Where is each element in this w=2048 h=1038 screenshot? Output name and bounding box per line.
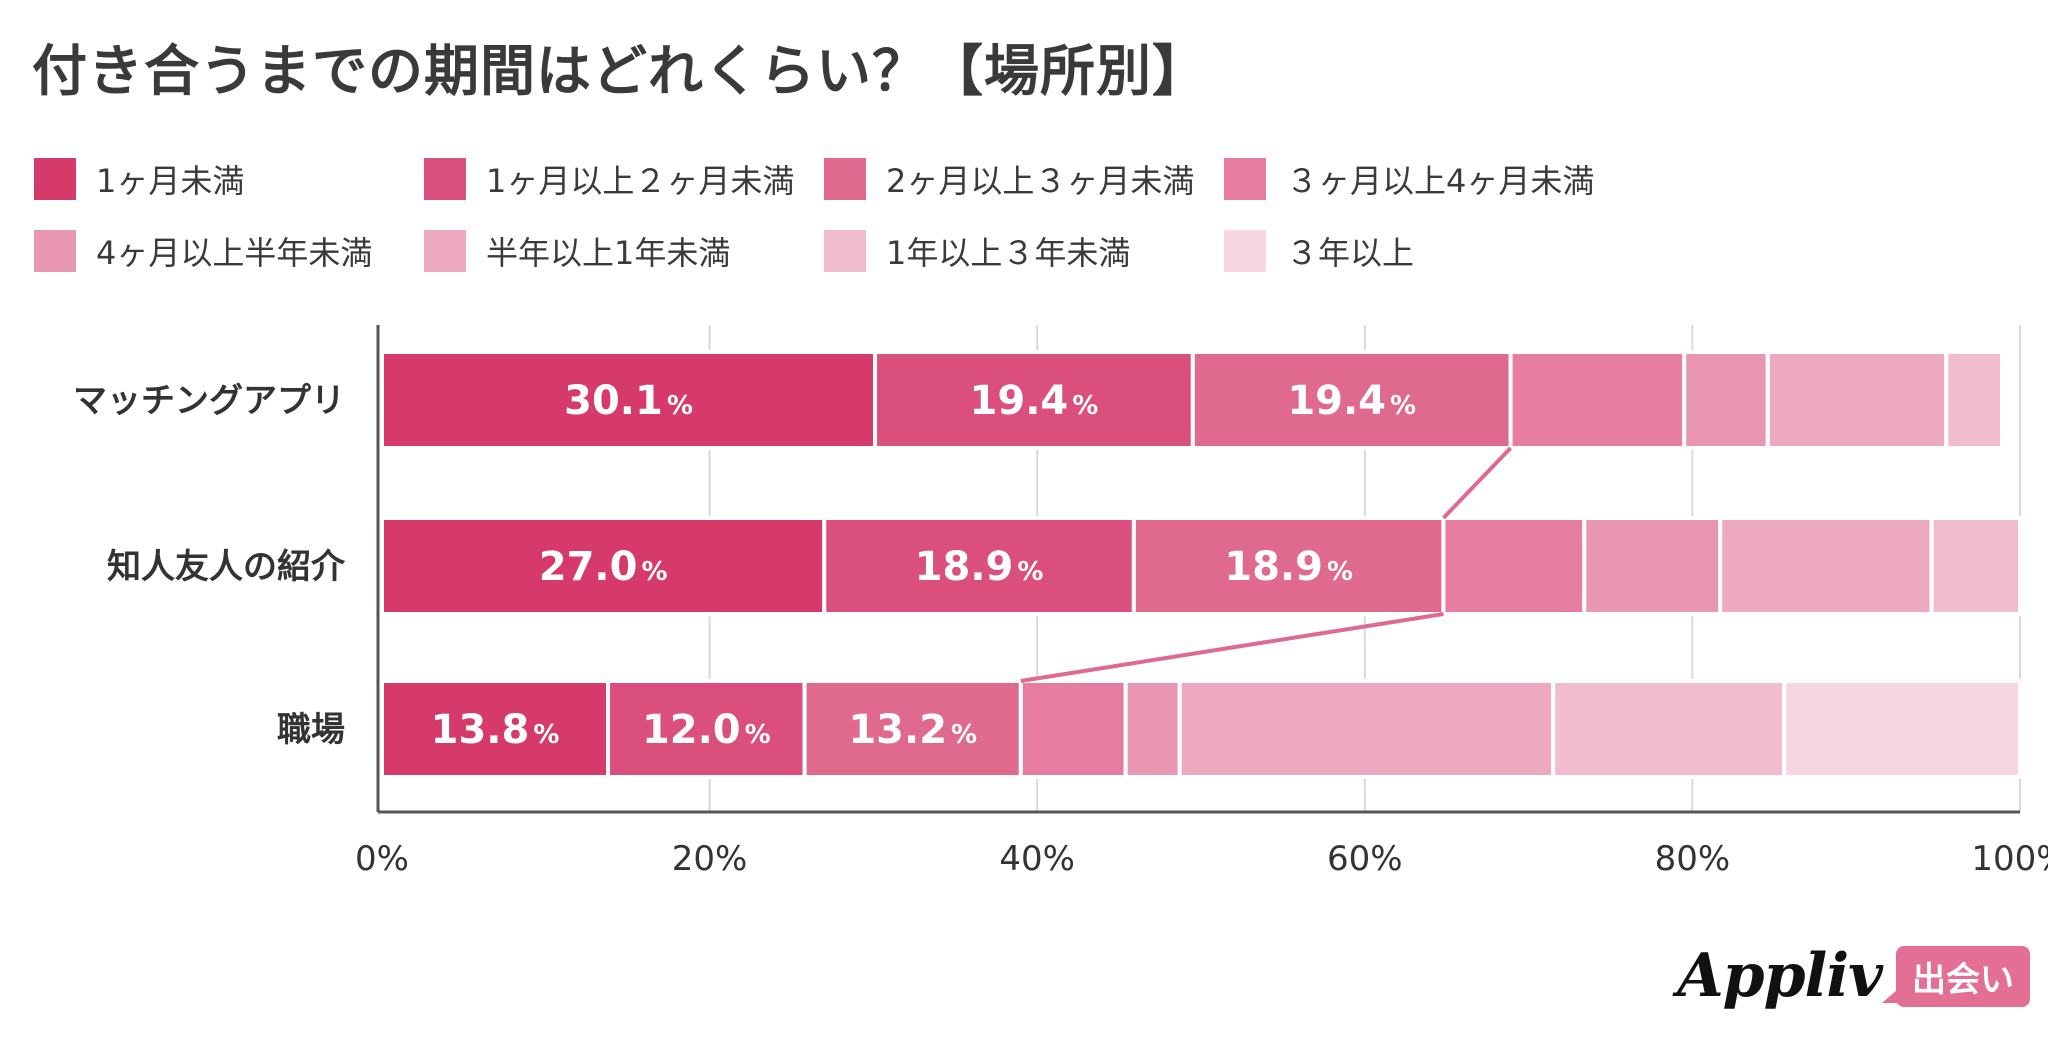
legend-item: ３ヶ月以上4ヶ月未満 — [1224, 155, 1594, 203]
legend-swatch — [824, 230, 866, 272]
bar-segment — [1190, 350, 1513, 450]
bar-segment — [380, 516, 827, 616]
bar-segment — [1582, 516, 1723, 616]
bar-segment — [1929, 516, 2022, 616]
legend-label: 2ヶ月以上３ヶ月未満 — [886, 162, 1195, 200]
legend-swatch — [1224, 158, 1266, 200]
legend-item: 半年以上1年未満 — [424, 227, 730, 275]
legend-item: ３年以上 — [1224, 227, 1414, 275]
data-label: 30.1% — [564, 378, 693, 424]
x-tick-label: 20% — [672, 839, 748, 879]
x-tick-label: 40% — [999, 839, 1075, 879]
x-tick-label: 100% — [1971, 839, 2048, 879]
x-tick-label: 80% — [1655, 839, 1731, 879]
bar-segment — [1682, 350, 1770, 450]
bar-segment — [1765, 350, 1949, 450]
legend-label: 1ヶ月以上２ヶ月未満 — [486, 162, 795, 200]
badge-tail — [1882, 988, 1898, 1003]
bar-segment — [1551, 679, 1787, 779]
legend-item: 1ヶ月未満 — [34, 155, 244, 203]
bar-segment — [802, 679, 1023, 779]
data-label: 18.9% — [1224, 544, 1353, 590]
x-tick-label: 0% — [355, 839, 409, 879]
bar-segment — [1123, 679, 1182, 779]
bar-segment — [1782, 679, 2023, 779]
bar-segment — [1441, 516, 1587, 616]
chart-title: 付き合うまでの期間はどれくらい？【場所別】 — [32, 39, 1209, 103]
bar-segment — [1018, 679, 1128, 779]
data-label: 19.4% — [970, 378, 1099, 424]
brand-badge: 出会い — [1882, 945, 2030, 1007]
legend-swatch — [34, 230, 76, 272]
x-tick-label: 60% — [1327, 839, 1403, 879]
bar-segment — [1718, 516, 1934, 616]
legend-item: 4ヶ月以上半年未満 — [34, 227, 372, 275]
legend-swatch — [424, 230, 466, 272]
legend-item: 1ヶ月以上２ヶ月未満 — [424, 155, 794, 203]
bar-segment — [380, 350, 878, 450]
bar-segment — [1508, 350, 1687, 450]
data-label: 12.0% — [642, 707, 771, 753]
legend-swatch — [424, 158, 466, 200]
legend-label: ３年以上 — [1286, 234, 1415, 272]
legend-label: 4ヶ月以上半年未満 — [96, 234, 373, 272]
bar-segment — [1131, 516, 1446, 616]
legend-swatch — [34, 158, 76, 200]
bar-segment — [1177, 679, 1556, 779]
data-label: 19.4% — [1287, 378, 1416, 424]
legend: 1ヶ月未満 1ヶ月以上２ヶ月未満 2ヶ月以上３ヶ月未満 ３ヶ月以上4ヶ月未満 4ヶ月以上… — [34, 155, 1674, 285]
brand-logo: Appliv 出会い — [1677, 936, 2030, 1016]
category-label: 知人友人の紹介 — [107, 547, 346, 587]
data-label: 13.2% — [848, 707, 977, 753]
legend-label: 1ヶ月未満 — [96, 162, 245, 200]
legend-swatch — [1224, 230, 1266, 272]
brand-badge-label: 出会い — [1912, 959, 2014, 1000]
connector-line — [1020, 612, 1444, 683]
legend-label: 1年以上３年未満 — [886, 234, 1131, 272]
brand-name: Appliv — [1677, 941, 1883, 1011]
legend-item: 1年以上３年未満 — [824, 227, 1130, 275]
legend-item: 2ヶ月以上３ヶ月未満 — [824, 155, 1194, 203]
bar-segment — [1944, 350, 2004, 450]
legend-label: 半年以上1年未満 — [486, 234, 731, 272]
category-label: マッチングアプリ — [73, 381, 345, 421]
bar-segment — [873, 350, 1195, 450]
legend-label: ３ヶ月以上4ヶ月未満 — [1286, 162, 1595, 200]
data-label: 18.9% — [915, 544, 1044, 590]
legend-swatch — [824, 158, 866, 200]
category-label: 職場 — [277, 710, 345, 750]
connector-line — [1441, 446, 1513, 520]
data-label: 13.8% — [431, 707, 560, 753]
data-label: 27.0% — [539, 544, 668, 590]
